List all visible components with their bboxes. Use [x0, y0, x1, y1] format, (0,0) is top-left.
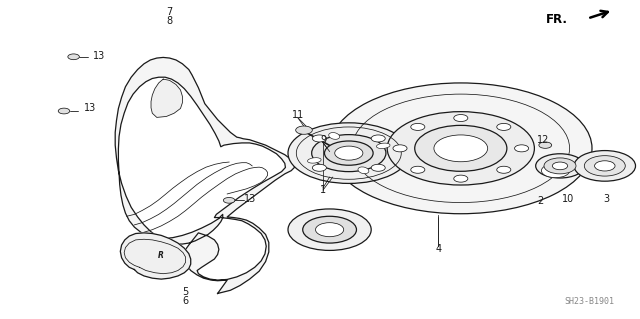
Circle shape — [330, 83, 592, 214]
Text: 10: 10 — [562, 194, 575, 204]
Polygon shape — [151, 79, 182, 117]
Circle shape — [324, 141, 373, 165]
Circle shape — [312, 135, 386, 172]
Circle shape — [58, 108, 70, 114]
Polygon shape — [120, 233, 191, 279]
Circle shape — [371, 164, 385, 171]
Circle shape — [434, 135, 488, 162]
Text: FR.: FR. — [547, 13, 568, 26]
Circle shape — [454, 175, 468, 182]
Circle shape — [316, 223, 344, 237]
Circle shape — [371, 135, 385, 142]
Ellipse shape — [376, 143, 390, 149]
Circle shape — [539, 142, 552, 148]
Circle shape — [387, 112, 534, 185]
Text: 9: 9 — [320, 135, 326, 145]
Text: 5: 5 — [182, 287, 189, 297]
Text: 12: 12 — [536, 135, 549, 145]
Circle shape — [303, 216, 356, 243]
Circle shape — [454, 115, 468, 122]
Text: 3: 3 — [604, 194, 610, 204]
Text: R: R — [158, 251, 164, 260]
Circle shape — [411, 166, 425, 173]
Circle shape — [68, 54, 79, 60]
Text: SH23-B1901: SH23-B1901 — [564, 297, 614, 306]
Text: 4: 4 — [435, 244, 442, 254]
Circle shape — [335, 146, 363, 160]
Circle shape — [541, 164, 570, 178]
Ellipse shape — [329, 133, 340, 139]
Text: 1: 1 — [320, 185, 326, 195]
Circle shape — [411, 123, 425, 130]
Ellipse shape — [308, 158, 321, 163]
Polygon shape — [115, 57, 294, 293]
Circle shape — [584, 156, 625, 176]
Circle shape — [296, 126, 312, 134]
Circle shape — [497, 166, 511, 173]
Ellipse shape — [358, 167, 369, 174]
Circle shape — [223, 197, 235, 203]
Text: 13: 13 — [93, 51, 106, 61]
Circle shape — [312, 135, 326, 142]
Text: 13: 13 — [83, 103, 96, 114]
Circle shape — [552, 162, 568, 170]
Circle shape — [288, 209, 371, 250]
Text: 8: 8 — [166, 16, 173, 26]
Circle shape — [574, 151, 636, 181]
Text: 6: 6 — [182, 296, 189, 307]
Text: 13: 13 — [243, 194, 256, 204]
Circle shape — [312, 164, 326, 171]
Circle shape — [415, 125, 507, 171]
Circle shape — [288, 123, 410, 183]
Text: 11: 11 — [291, 110, 304, 120]
Circle shape — [544, 158, 576, 174]
Circle shape — [393, 145, 407, 152]
Text: 2: 2 — [538, 196, 544, 206]
Circle shape — [515, 145, 529, 152]
Circle shape — [595, 161, 615, 171]
Circle shape — [497, 123, 511, 130]
Circle shape — [536, 154, 584, 178]
Text: 7: 7 — [166, 7, 173, 17]
